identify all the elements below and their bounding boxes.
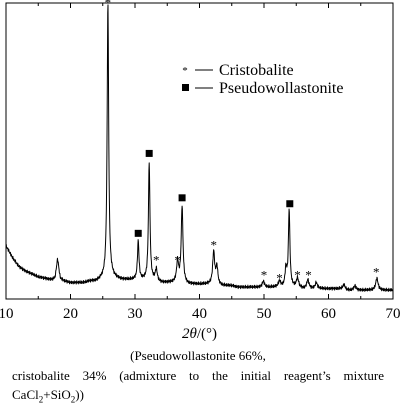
series-group bbox=[5, 4, 394, 292]
cristobalite-marker: * bbox=[105, 0, 112, 10]
caption-line-3-sub-1: 2 bbox=[38, 394, 44, 405]
annotations: * * * * * * * * * bbox=[105, 0, 380, 285]
x-tick-label: 60 bbox=[321, 306, 336, 322]
x-tick-label: 40 bbox=[192, 306, 207, 322]
caption-line-1: (Pseudowollastonite 66%, bbox=[130, 348, 266, 363]
x-tick-label: 50 bbox=[257, 306, 272, 322]
plot-frame bbox=[5, 2, 394, 300]
cristobalite-marker: * bbox=[261, 267, 268, 282]
caption-line-3-suffix: )) bbox=[75, 387, 84, 402]
cristobalite-marker: * bbox=[210, 238, 217, 253]
legend-label: Pseudowollastonite bbox=[219, 80, 343, 97]
caption-line-3: CaCl2+SiO2)) bbox=[12, 387, 384, 405]
legend-marker-pseudowollastonite bbox=[182, 84, 189, 91]
x-axis-label-unit: /(°) bbox=[197, 326, 217, 342]
cristobalite-marker: * bbox=[174, 253, 181, 268]
x-tick-label: 30 bbox=[128, 306, 143, 322]
x-tick-label: 20 bbox=[63, 306, 78, 322]
pseudowollastonite-marker bbox=[178, 194, 186, 202]
x-axis-label-main: 2θ bbox=[182, 326, 198, 342]
xrd-chart: * * * * * * * * * * CristobalitePseudowollastonit… bbox=[0, 0, 400, 342]
caption-line-2: cristobalite 34% (admixture to the initi… bbox=[12, 368, 384, 383]
x-tick-label: 10 bbox=[0, 306, 14, 322]
caption-line-3-sub-2: 2 bbox=[70, 394, 76, 405]
pseudowollastonite-marker bbox=[145, 149, 153, 157]
cristobalite-marker: * bbox=[305, 267, 312, 282]
svg-text:2θ/(°): 2θ/(°) bbox=[182, 326, 217, 342]
legend-marker-cristobalite: * bbox=[182, 65, 188, 77]
x-tick-label: 70 bbox=[386, 306, 400, 322]
legend-label: Cristobalite bbox=[219, 62, 294, 79]
cristobalite-marker: * bbox=[153, 253, 160, 268]
x-tick-labels: 10 20 30 40 50 60 70 bbox=[0, 306, 400, 322]
cristobalite-marker: * bbox=[276, 270, 283, 285]
pseudowollastonite-marker bbox=[286, 200, 294, 208]
x-axis-label: 2θ/(°) bbox=[182, 326, 217, 342]
caption-line-3-prefix: CaCl bbox=[12, 387, 39, 402]
caption-line-3-mid: +SiO bbox=[43, 387, 71, 402]
axes bbox=[5, 2, 394, 300]
xrd-pattern-line bbox=[5, 4, 394, 292]
pseudowollastonite-marker bbox=[134, 229, 142, 237]
cristobalite-marker: * bbox=[373, 264, 380, 279]
cristobalite-marker: * bbox=[294, 267, 301, 282]
